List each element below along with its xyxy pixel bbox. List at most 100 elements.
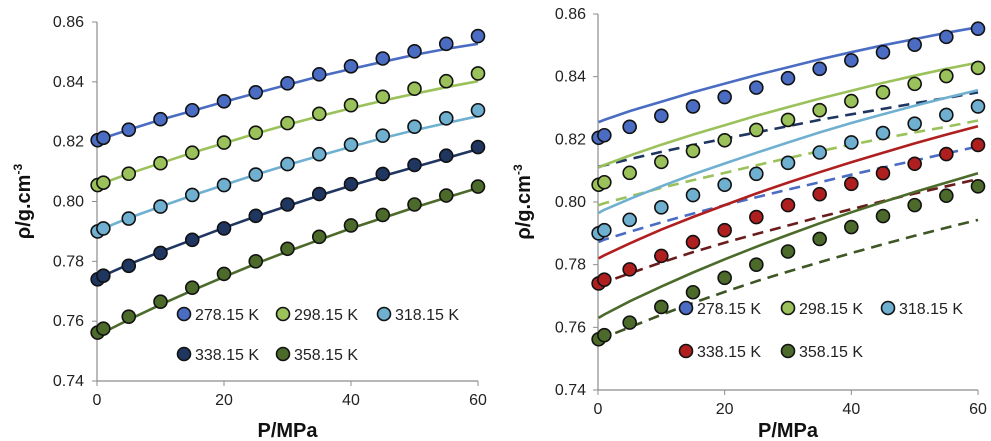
data-point: [470, 102, 486, 118]
data-point: [375, 89, 391, 105]
data-point: [375, 166, 391, 182]
legend-label: 338.15 K: [697, 344, 761, 361]
data-point: [844, 135, 859, 150]
data-point: [280, 115, 295, 131]
y-axis-title-exponent: -3: [511, 164, 525, 175]
fit-curve-dashed-2: [598, 145, 979, 244]
data-point: [622, 212, 637, 228]
legend-marker: [780, 300, 796, 316]
data-point: [654, 299, 669, 315]
x-axis-title: P/MPa: [257, 420, 318, 441]
data-point: [717, 132, 732, 148]
data-point: [812, 231, 827, 247]
data-point: [844, 53, 859, 68]
data-point: [780, 155, 796, 171]
data-point: [343, 97, 359, 113]
data-point: [907, 116, 922, 131]
data-point: [654, 248, 669, 264]
y-tick-label: 0.76: [53, 313, 84, 330]
data-point: [749, 257, 764, 272]
fit-curve-solid-2: [96, 114, 479, 234]
legend-marker: [780, 343, 796, 359]
data-point: [184, 102, 200, 118]
y-tick-label: 0.74: [555, 382, 586, 399]
data-point: [685, 99, 701, 114]
data-point: [597, 174, 612, 190]
legend-marker: [678, 300, 694, 316]
legend-marker: [880, 300, 896, 316]
data-point: [375, 207, 391, 223]
data-point: [280, 197, 295, 212]
data-point: [939, 188, 954, 204]
legend-label: 318.15 K: [899, 301, 963, 318]
data-point: [597, 272, 612, 288]
data-point: [153, 155, 168, 171]
data-point: [622, 119, 637, 135]
data-point: [153, 111, 168, 127]
data-point: [343, 137, 359, 152]
data-point: [875, 125, 891, 141]
data-point: [96, 175, 111, 190]
legend: 278.15 K 298.15 K 318.15 K 338.15 K 358.15 K: [176, 306, 459, 364]
data-point: [96, 130, 111, 146]
legend: 278.15 K 298.15 K 318.15 K 338.15 K 358.15 K: [678, 300, 963, 361]
data-point: [812, 145, 827, 160]
y-axis-title-text: ρ/g.cm: [13, 175, 35, 240]
data-point: [812, 61, 827, 77]
x-tick-label: 60: [469, 392, 487, 409]
data-point: [470, 179, 486, 194]
legend-label: 358.15 K: [294, 347, 358, 364]
data-point: [438, 111, 454, 126]
data-point: [622, 315, 637, 330]
data-point: [248, 125, 264, 140]
data-point: [438, 73, 454, 89]
data-point: [939, 146, 954, 162]
data-point: [248, 85, 264, 100]
fit-curve-solid-4: [597, 171, 979, 320]
y-tick-label: 0.80: [555, 194, 586, 211]
data-point: [749, 166, 764, 182]
data-point: [311, 146, 327, 162]
legend-marker: [376, 306, 392, 322]
data-point: [907, 197, 922, 213]
data-point: [749, 209, 764, 225]
data-point: [939, 68, 954, 84]
data-point: [280, 156, 295, 172]
chart-panel-1: 0.74 0.76 0.78 0.80 0.82 0.84 0.86 0 20 40 60 P/MPa…: [11, 14, 487, 441]
data-point: [970, 21, 986, 37]
legend-label: 358.15 K: [799, 344, 863, 361]
x-tick-label: 20: [716, 401, 734, 418]
data-point: [343, 218, 359, 233]
data-point: [311, 229, 327, 245]
data-point: [184, 187, 200, 203]
data-point: [875, 44, 891, 60]
data-point: [717, 222, 732, 238]
y-axis-title: ρ/g.cm-3: [11, 164, 35, 240]
data-point: [685, 234, 701, 250]
data-point: [970, 60, 986, 76]
data-point: [844, 93, 859, 109]
data-point: [622, 165, 637, 181]
y-tick-label: 0.86: [53, 14, 84, 31]
data-point: [907, 37, 922, 53]
data-point: [685, 284, 701, 300]
data-point: [96, 221, 111, 236]
y-tick-label: 0.78: [555, 257, 586, 274]
data-point: [438, 188, 454, 203]
data-point: [844, 219, 859, 235]
data-point: [280, 76, 295, 91]
data-point: [248, 167, 264, 182]
fit-curve-dashed-1: [598, 119, 979, 207]
data-point: [654, 108, 669, 124]
x-tick-label: 0: [594, 401, 603, 418]
legend-label: 318.15 K: [395, 307, 459, 324]
data-point: [470, 28, 486, 44]
data-point: [717, 177, 732, 193]
data-point: [685, 143, 701, 159]
data-point: [153, 294, 168, 310]
data-point: [311, 186, 327, 202]
data-point: [121, 258, 137, 274]
data-point: [597, 222, 612, 238]
y-tick-label: 0.82: [53, 134, 84, 151]
data-point: [780, 197, 796, 213]
